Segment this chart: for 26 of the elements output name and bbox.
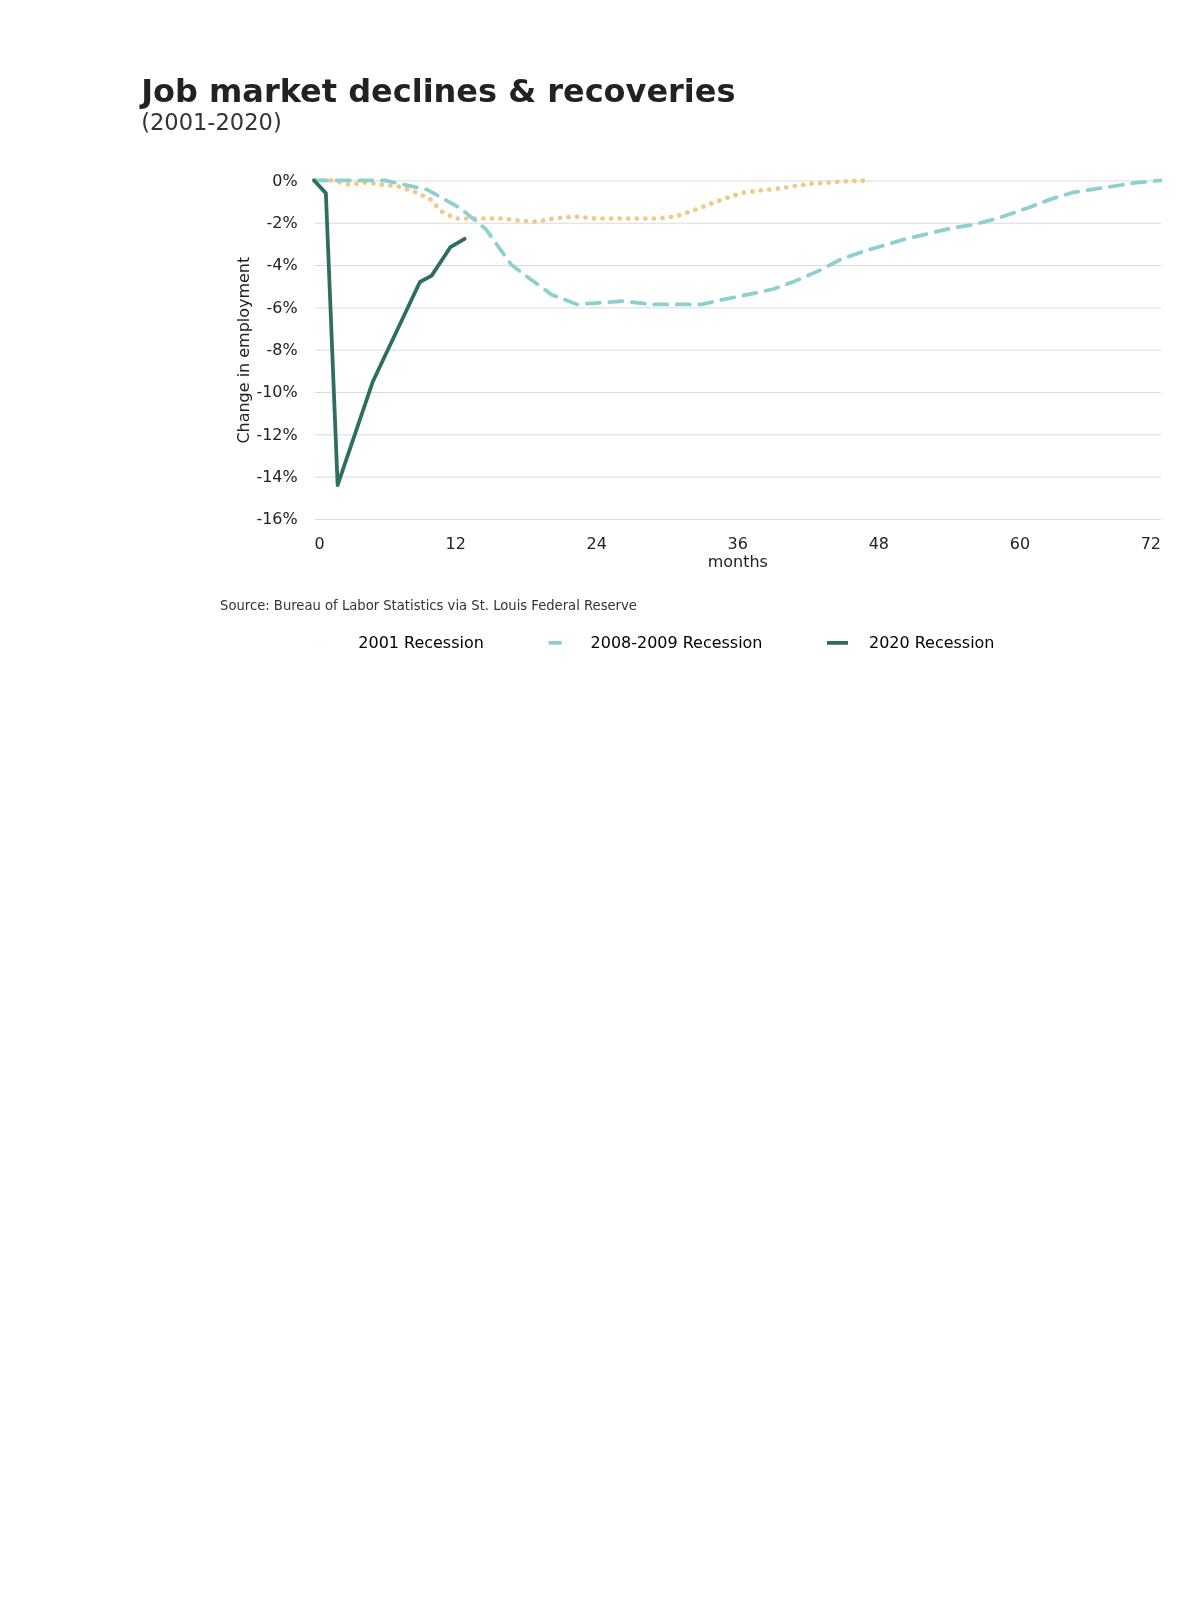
- line-series: [311, 178, 868, 225]
- y-axis-title: Change in employment: [233, 256, 253, 444]
- y-tick-label: -8%: [266, 339, 298, 359]
- x-tick-label: 60: [1009, 533, 1031, 553]
- y-tick-label: -2%: [266, 212, 298, 232]
- y-tick-label: -4%: [266, 255, 298, 275]
- chart-title: Job market declines & recoveries: [139, 72, 736, 111]
- y-tick-label: -6%: [266, 297, 298, 317]
- x-tick-label: 48: [868, 533, 889, 553]
- legend-label: 2008-2009 Recession: [590, 632, 763, 652]
- source-note: Source: Bureau of Labor Statistics via St. Louis Federal Reserve: [220, 598, 637, 614]
- x-tick-label: 72: [1140, 533, 1161, 553]
- x-tick-label: 12: [445, 533, 466, 553]
- y-tick-label: -14%: [256, 466, 298, 486]
- y-tick-label: 0%: [272, 170, 298, 190]
- y-tick-label: -16%: [256, 509, 298, 529]
- x-tick-label: 24: [586, 533, 607, 553]
- x-tick-label: 36: [727, 533, 748, 553]
- x-tick-label: 0: [314, 533, 325, 553]
- line-series: [312, 178, 467, 488]
- legend-label: 2001 Recession: [358, 632, 484, 652]
- chart-subtitle: (2001-2020): [141, 108, 282, 135]
- y-tick-label: -10%: [256, 382, 298, 402]
- x-axis-title: months: [707, 552, 768, 572]
- y-tick-label: -12%: [256, 424, 298, 444]
- legend-label: 2020 Recession: [868, 632, 995, 652]
